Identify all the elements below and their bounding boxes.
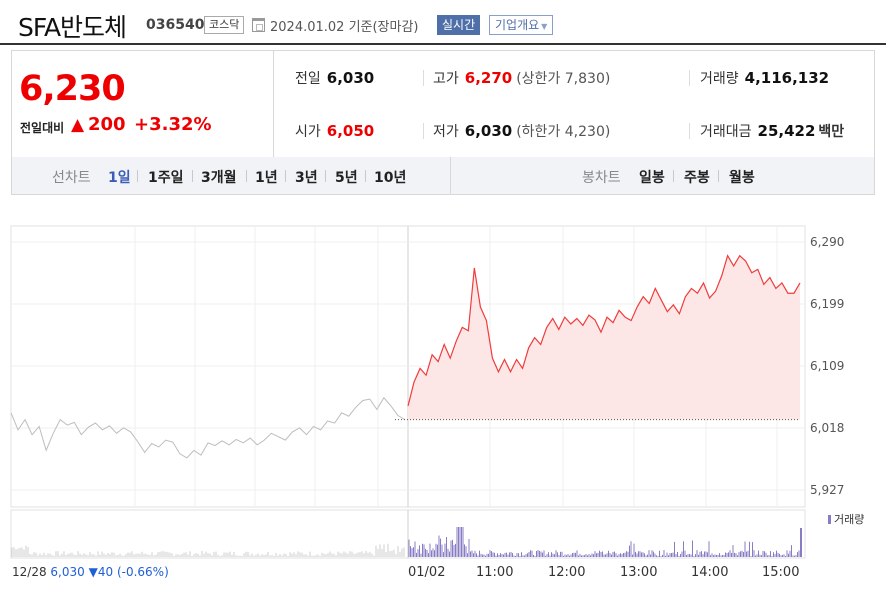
open-value: 6,050 [326, 122, 375, 140]
x-tick-label: 13:00 [620, 565, 658, 580]
x-tick-label: 12:00 [548, 565, 586, 580]
lower-limit: (하한가 4,230) [516, 124, 611, 140]
tab-10y[interactable]: 10년 [374, 170, 407, 186]
prev-day-rate: (-0.66%) [116, 565, 169, 579]
tab-5y[interactable]: 5년 [335, 170, 358, 186]
volume-swatch [828, 515, 831, 524]
low-price: 저가 6,030 (하한가 4,230) [433, 121, 610, 141]
low-label: 저가 [433, 124, 459, 140]
high-value: 6,270 [464, 69, 513, 87]
tab-3m[interactable]: 3개월 [201, 170, 237, 186]
down-arrow-icon: ▼ [88, 565, 98, 579]
prev-day-price: 6,030 [50, 565, 85, 579]
amount-value: 25,422 [757, 122, 816, 140]
price-summary: 6,230 전일대비 ▲ 200 +3.32% 전일 6,030 고가 6,270(… [11, 50, 875, 158]
volume-legend: 거래량 [828, 511, 864, 527]
prev-day-date: 12/28 [12, 565, 47, 579]
current-price: 6,230 [19, 69, 126, 109]
company-overview-label: 기업개요 [495, 18, 540, 32]
volume-legend-label: 거래량 [834, 513, 865, 526]
prev-day-info: 12/28 6,030 ▼40 (-0.66%) [12, 565, 169, 579]
x-tick-label: 11:00 [476, 565, 514, 580]
base-date: 2024.01.02 기준(장마감) [270, 20, 419, 35]
stock-header: SFA반도체 036540 코스닥 2024.01.02 기준(장마감) 실시간… [0, 0, 886, 45]
tab-3y[interactable]: 3년 [295, 170, 318, 186]
y-tick-label: 6,199 [810, 297, 845, 311]
tab-daily-candle[interactable]: 일봉 [639, 170, 665, 186]
market-badge: 코스닥 [204, 16, 245, 34]
tab-1d[interactable]: 1일 [108, 170, 131, 186]
change-label: 전일대비 [20, 121, 65, 135]
volume: 거래량 4,116,132 [700, 68, 829, 88]
realtime-button[interactable]: 실시간 [437, 15, 481, 35]
tab-1y[interactable]: 1년 [255, 170, 278, 186]
stock-code: 036540 [146, 17, 205, 33]
calendar-icon [252, 18, 265, 32]
chevron-down-icon: ▼ [541, 22, 548, 31]
tab-monthly-candle[interactable]: 월봉 [729, 170, 755, 186]
y-tick-label: 6,018 [810, 421, 845, 435]
tab-1w[interactable]: 1주일 [148, 170, 184, 186]
price-chart-svg [10, 225, 806, 559]
open-price: 시가 6,050 [295, 121, 374, 141]
high-label: 고가 [433, 71, 459, 87]
prev-close: 전일 6,030 [295, 68, 374, 88]
prev-day-line [10, 396, 406, 459]
line-chart-label: 선차트 [52, 170, 91, 186]
change-rate: +3.32% [134, 114, 212, 135]
intraday-chart: 6,290 6,199 6,109 6,018 5,927 거래량 12/28 … [0, 196, 886, 597]
prev-day-change: 40 [97, 565, 114, 579]
x-tick-label: 01/02 [408, 565, 446, 580]
up-arrow-icon: ▲ [71, 115, 85, 135]
change-value: 200 [88, 114, 126, 135]
today-price-line [407, 254, 801, 407]
prev-close-label: 전일 [295, 71, 321, 87]
open-label: 시가 [295, 124, 321, 140]
company-overview-button[interactable]: 기업개요 ▼ [489, 15, 554, 35]
y-tick-label: 5,927 [810, 483, 845, 497]
current-price-panel: 6,230 전일대비 ▲ 200 +3.32% [12, 51, 274, 157]
x-tick-label: 15:00 [762, 565, 800, 580]
amount-label: 거래대금 [700, 124, 752, 140]
volume-label: 거래량 [700, 71, 739, 87]
prev-close-value: 6,030 [326, 69, 375, 87]
today-area [408, 255, 800, 420]
stock-name: SFA반도체 [18, 13, 127, 42]
high-price: 고가 6,270 (상한가 7,830) [433, 68, 610, 88]
low-value: 6,030 [464, 122, 513, 140]
y-tick-label: 6,109 [810, 359, 845, 373]
trade-amount: 거래대금 25,422 백만 [700, 121, 844, 141]
y-tick-label: 6,290 [810, 235, 845, 249]
chart-tab-bar: 선차트 1일 1주일 3개월 1년 3년 5년 10년 봉차트 일봉 주봉 월봉 [11, 157, 875, 195]
tab-weekly-candle[interactable]: 주봉 [684, 170, 710, 186]
x-tick-label: 14:00 [691, 565, 729, 580]
amount-unit: 백만 [818, 124, 845, 140]
upper-limit: (상한가 7,830) [516, 71, 611, 87]
candle-chart-label: 봉차트 [582, 170, 621, 186]
volume-value: 4,116,132 [744, 69, 830, 87]
